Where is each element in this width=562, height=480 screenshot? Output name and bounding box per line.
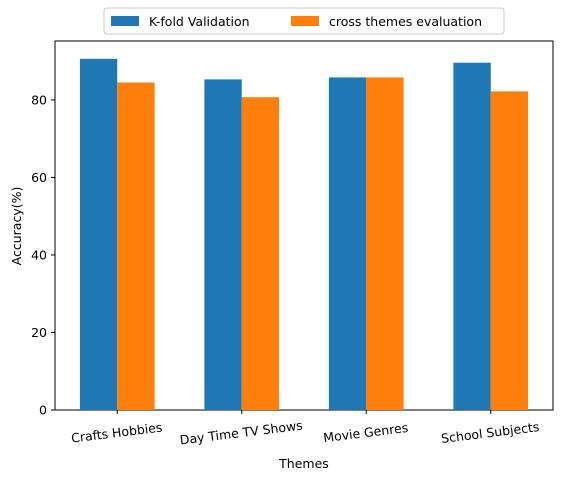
x-tick-label: Day Time TV Shows <box>179 418 304 448</box>
x-axis: Crafts Hobbies Day Time TV Shows Movie Gen… <box>70 410 540 448</box>
y-tick-label: 80 <box>31 92 47 107</box>
y-tick-label: 60 <box>31 170 47 185</box>
y-tick-label: 0 <box>39 403 47 418</box>
x-tick-label: School Subjects <box>440 419 540 446</box>
legend-swatch <box>111 16 139 26</box>
plot-frame <box>54 40 554 411</box>
legend: K-fold Validation cross themes evaluation <box>103 7 505 35</box>
legend-swatch <box>291 16 319 26</box>
y-axis: 0 20 40 60 80 <box>31 92 55 418</box>
bar-cross-themes-1 <box>241 97 280 410</box>
bar-kfold-1 <box>204 79 242 411</box>
legend-label: cross themes evaluation <box>329 14 482 29</box>
plot-area <box>54 40 554 411</box>
y-tick-label: 20 <box>31 325 47 340</box>
x-tick-label: Movie Genres <box>322 420 409 445</box>
bar-kfold-0 <box>79 58 118 410</box>
bar-kfold-2 <box>328 77 367 411</box>
x-tick-label: Crafts Hobbies <box>70 420 163 446</box>
bar-cross-themes-2 <box>366 77 404 411</box>
bars <box>79 58 529 411</box>
bar-cross-themes-0 <box>117 82 155 410</box>
y-axis-label: Accuracy(%) <box>9 187 24 266</box>
y-tick-label: 40 <box>31 247 47 262</box>
bar-cross-themes-3 <box>490 91 529 410</box>
legend-label: K-fold Validation <box>149 14 250 29</box>
bar-kfold-3 <box>453 62 491 411</box>
x-axis-label: Themes <box>278 456 329 471</box>
